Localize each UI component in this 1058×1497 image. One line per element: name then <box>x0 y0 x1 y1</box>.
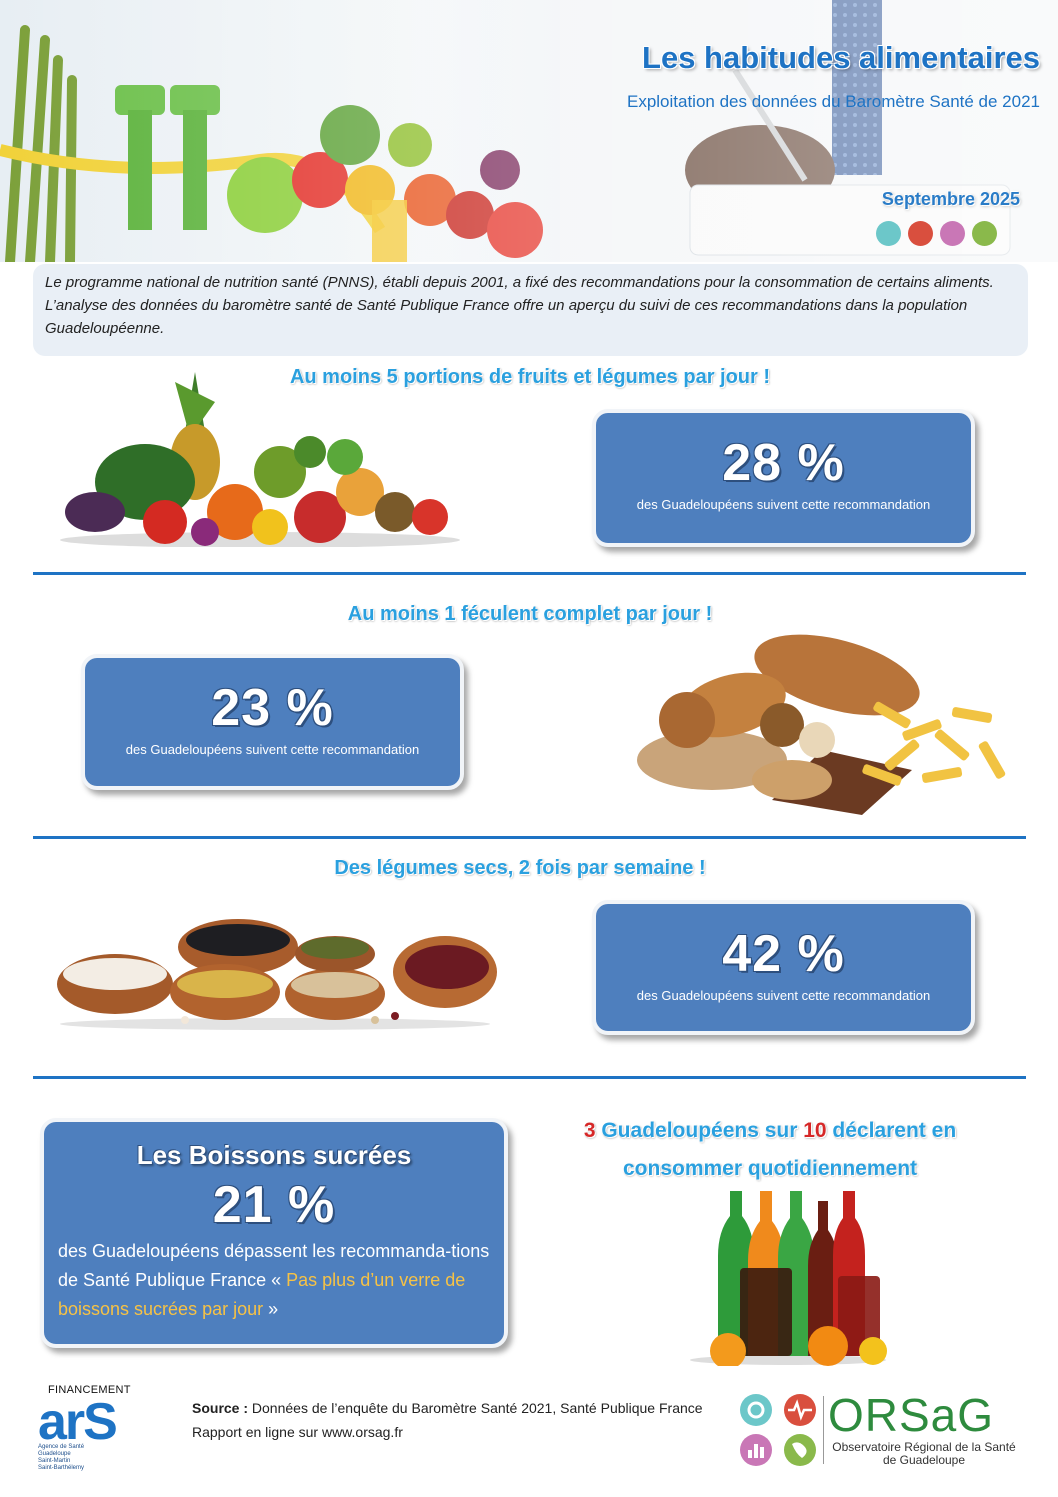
section-heading: Des légumes secs, 2 fois par semaine ! <box>334 857 706 879</box>
orsag-sub-line: Observatoire Régional de la Santé <box>832 1440 1016 1454</box>
bread-pasta-image <box>637 634 1006 815</box>
section-heading: Au moins 5 portions de fruits et légumes… <box>289 366 771 388</box>
drinks-title: Les Boissons sucrées <box>136 1140 412 1170</box>
page-subtitle: Exploitation des données du Baromètre Sa… <box>626 92 1040 111</box>
statement-number: 3 <box>583 1119 596 1142</box>
stat-value: 23 % <box>211 679 334 737</box>
stat-value: 28 % <box>722 434 845 492</box>
source-text: Données de l’enquête du Baromètre Santé … <box>248 1400 703 1416</box>
drinks-highlight: Pas plus d’un verre de boissons sucrées … <box>58 1270 466 1319</box>
drinks-text-before: des Guadeloupéens dépassent les recomman… <box>58 1241 490 1290</box>
statement-line-1: 3 Guadeloupéens sur 10 déclarent en <box>520 1112 1020 1150</box>
color-dot <box>940 221 965 246</box>
stat-caption: des Guadeloupéens suivent cette recomman… <box>636 497 931 512</box>
orsag-sub-line: de Guadeloupe <box>882 1453 966 1467</box>
sugary-drinks-card: Les Boissons sucrées 21 % des Guadeloupé… <box>40 1118 508 1348</box>
sugary-drinks-image <box>690 1191 887 1366</box>
drinks-value: 21 % <box>212 1176 336 1234</box>
orsag-subtitle: Observatoire Régional de la Santé de Gua… <box>826 1441 1022 1467</box>
source-label: Source : <box>192 1400 249 1416</box>
ars-line: Saint-Barthélemy <box>38 1465 85 1471</box>
logo-separator <box>823 1396 824 1464</box>
ars-line: Guadeloupe <box>38 1451 71 1457</box>
stat-value: 42 % <box>722 925 845 983</box>
color-dot <box>876 221 901 246</box>
section-divider <box>33 836 1026 839</box>
intro-text: Le programme national de nutrition santé… <box>33 264 1028 356</box>
stat-caption: des Guadeloupéens suivent cette recomman… <box>125 742 420 757</box>
color-dot <box>972 221 997 246</box>
orsag-logo-text: ORSaG <box>828 1389 995 1441</box>
stat-caption: des Guadeloupéens suivent cette recomman… <box>636 988 931 1003</box>
drinks-text-after: » <box>263 1299 279 1319</box>
orsag-logo-icons <box>740 1394 816 1466</box>
stat-card-fruits: 28 % des Guadeloupéens suivent cette rec… <box>592 409 975 547</box>
page-title: Les habitudes alimentaires <box>642 40 1040 75</box>
drinks-text: des Guadeloupéens dépassent les recomman… <box>44 1237 504 1324</box>
funding-label: FINANCEMENT <box>48 1384 131 1396</box>
report-link-text: Rapport en ligne sur www.orsag.fr <box>192 1424 403 1440</box>
statement-number: 10 <box>803 1119 827 1142</box>
ars-logo-subtext: Agence de Santé Guadeloupe Saint-Martin … <box>38 1444 148 1472</box>
source-line: Source : Données de l’enquête du Baromèt… <box>192 1396 703 1420</box>
fruits-vegetables-image <box>60 372 460 547</box>
source-block: Source : Données de l’enquête du Baromèt… <box>192 1396 703 1444</box>
ars-logo-text: arS <box>38 1393 118 1451</box>
statement-text: Guadeloupéens sur <box>595 1119 804 1142</box>
stat-card-legumes: 42 % des Guadeloupéens suivent cette rec… <box>592 900 975 1035</box>
legumes-bowls-image <box>57 919 497 1030</box>
section-divider <box>33 572 1026 575</box>
ars-logo: arS Agence de Santé Guadeloupe Saint-Mar… <box>38 1393 148 1471</box>
section-divider <box>33 1076 1026 1079</box>
ars-line: Saint-Martin <box>38 1458 71 1464</box>
daily-consumption-statement: 3 Guadeloupéens sur 10 déclarent en cons… <box>520 1112 1020 1188</box>
publication-date: Septembre 2025 <box>881 189 1020 209</box>
stat-card-starch: 23 % des Guadeloupéens suivent cette rec… <box>81 654 464 790</box>
statement-line-2: consommer quotidiennement <box>622 1157 918 1180</box>
statement-text: déclarent en <box>826 1119 957 1142</box>
ars-line: Agence de Santé <box>38 1444 85 1450</box>
section-heading: Au moins 1 féculent complet par jour ! <box>347 603 713 625</box>
color-dot <box>908 221 933 246</box>
